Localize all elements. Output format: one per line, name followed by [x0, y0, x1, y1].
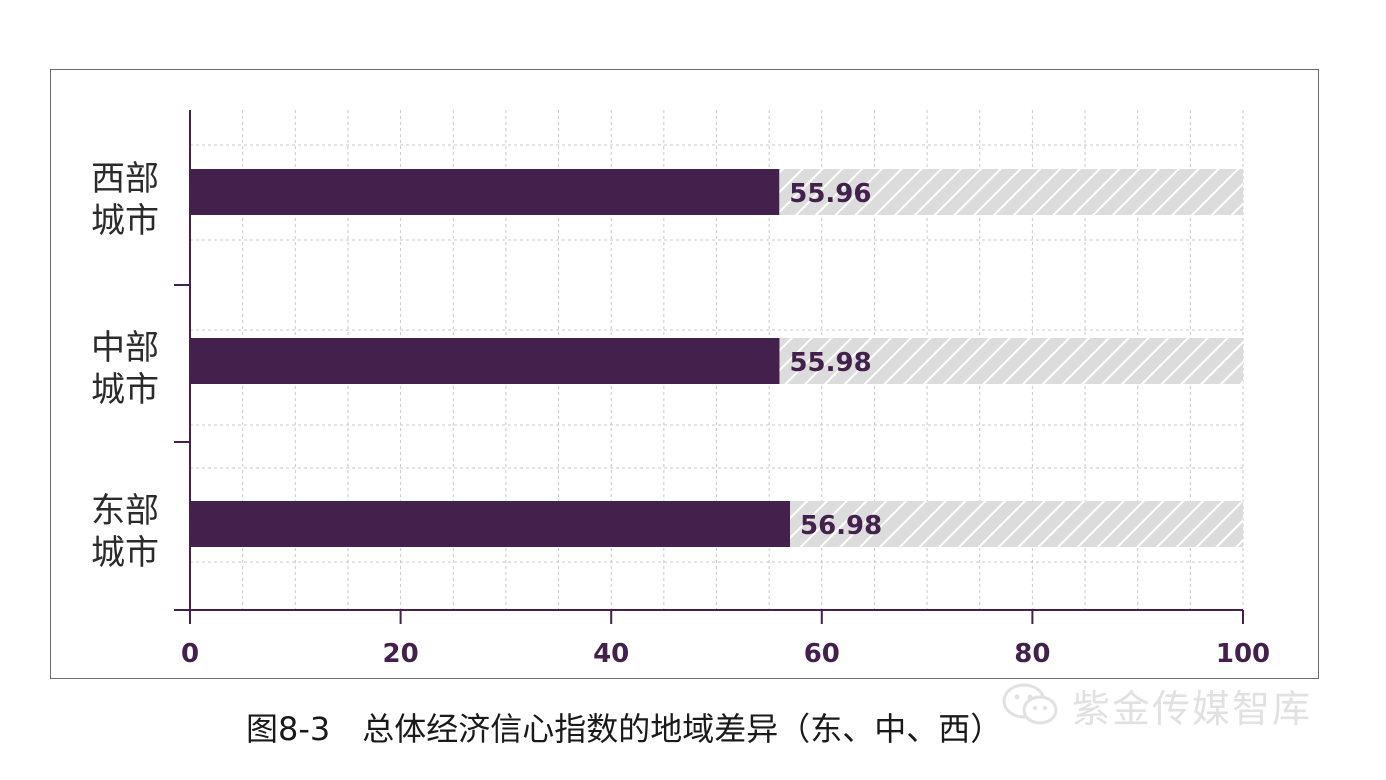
bar: [190, 338, 780, 384]
bars: [190, 169, 1243, 547]
category-label: 中部城市: [91, 328, 159, 410]
data-label: 55.98: [789, 348, 871, 378]
x-tick-label: 80: [1014, 639, 1050, 669]
axes: [174, 110, 1244, 624]
bar-remainder: [789, 501, 1243, 547]
wechat-icon: [1002, 683, 1058, 725]
watermark-text: 紫金传媒智库: [1072, 686, 1313, 731]
bar: [190, 501, 790, 547]
x-tick-label: 60: [804, 639, 840, 669]
figure-caption: 图8-3 总体经济信心指数的地域差异（东、中、西）: [246, 710, 1003, 748]
data-label: 56.98: [800, 511, 882, 541]
x-tick-label: 40: [593, 639, 629, 669]
category-label: 西部城市: [91, 159, 159, 241]
x-tick-label: 100: [1216, 639, 1270, 669]
labels: 55.96 西部城市 55.98 中部城市 56.98 东部城市 0 20 40 60 80 100: [91, 159, 1270, 669]
data-label: 55.96: [789, 179, 871, 209]
bar-remainder: [779, 338, 1243, 384]
watermark: 紫金传媒智库: [1000, 680, 1313, 731]
bar: [190, 169, 780, 215]
x-tick-label: 20: [383, 639, 419, 669]
bar-remainder: [779, 169, 1243, 215]
category-label: 东部城市: [91, 491, 159, 573]
x-tick-label: 0: [181, 639, 199, 669]
